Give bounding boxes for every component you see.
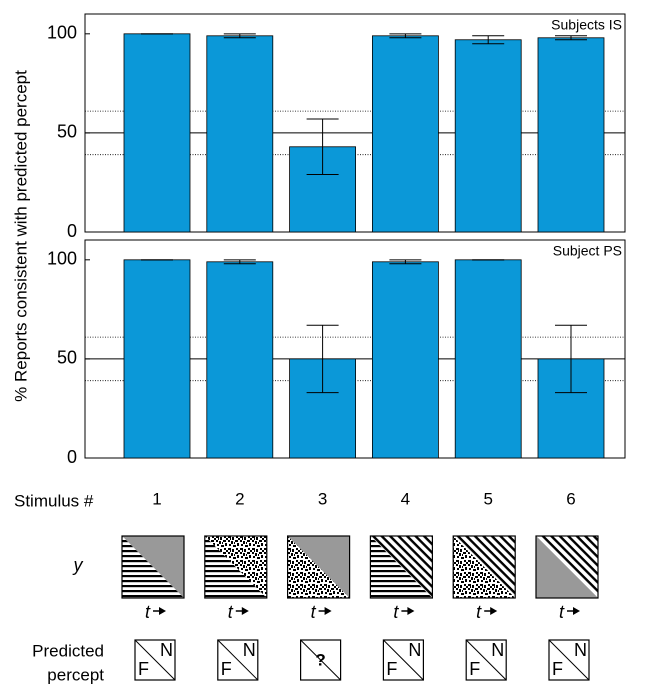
y-tick-label: 50 bbox=[57, 348, 77, 368]
time-arrow-head bbox=[573, 607, 580, 615]
time-arrow-head bbox=[159, 607, 166, 615]
time-arrow-head bbox=[325, 607, 332, 615]
t-symbol: t bbox=[559, 602, 565, 622]
t-symbol: t bbox=[476, 602, 482, 622]
predicted-label: percept bbox=[47, 665, 104, 684]
percept-lower: F bbox=[469, 659, 480, 679]
percept-lower: F bbox=[138, 659, 149, 679]
y-symbol: y bbox=[72, 555, 84, 575]
percept-upper: N bbox=[160, 640, 173, 660]
bar bbox=[207, 36, 273, 232]
y-tick-label: 0 bbox=[67, 447, 77, 467]
time-arrow-head bbox=[407, 607, 414, 615]
percept-lower: F bbox=[386, 659, 397, 679]
x-tick-label: 3 bbox=[318, 489, 327, 508]
predicted-label: Predicted bbox=[32, 641, 104, 660]
bar bbox=[124, 260, 190, 458]
bar bbox=[538, 38, 604, 232]
percept-lower: F bbox=[552, 659, 563, 679]
x-tick-label: 5 bbox=[483, 489, 492, 508]
bar bbox=[207, 262, 273, 458]
bar bbox=[455, 260, 521, 458]
percept-upper: N bbox=[243, 640, 256, 660]
y-axis-label: % Reports consistent with predicted perc… bbox=[11, 70, 30, 402]
percept-unknown: ? bbox=[315, 650, 325, 669]
x-tick-label: 6 bbox=[566, 489, 575, 508]
t-symbol: t bbox=[228, 602, 234, 622]
chart-title: Subject PS bbox=[553, 243, 622, 259]
y-tick-label: 0 bbox=[67, 221, 77, 241]
x-tick-label: 2 bbox=[235, 489, 244, 508]
bar bbox=[372, 262, 438, 458]
t-symbol: t bbox=[393, 602, 399, 622]
bar bbox=[124, 34, 190, 232]
t-symbol: t bbox=[311, 602, 317, 622]
chart-title: Subjects IS bbox=[551, 17, 622, 33]
t-symbol: t bbox=[145, 602, 151, 622]
x-tick-label: 1 bbox=[152, 489, 161, 508]
bar bbox=[455, 40, 521, 232]
time-arrow-head bbox=[242, 607, 249, 615]
percept-upper: N bbox=[408, 640, 421, 660]
x-tick-label: 4 bbox=[401, 489, 410, 508]
percept-upper: N bbox=[574, 640, 587, 660]
percept-upper: N bbox=[491, 640, 504, 660]
y-tick-label: 100 bbox=[47, 249, 77, 269]
bar bbox=[372, 36, 438, 232]
time-arrow-head bbox=[490, 607, 497, 615]
stimulus-label: Stimulus # bbox=[14, 491, 94, 510]
percept-lower: F bbox=[221, 659, 232, 679]
y-tick-label: 100 bbox=[47, 23, 77, 43]
figure: % Reports consistent with predicted perc… bbox=[0, 0, 657, 692]
y-tick-label: 50 bbox=[57, 122, 77, 142]
